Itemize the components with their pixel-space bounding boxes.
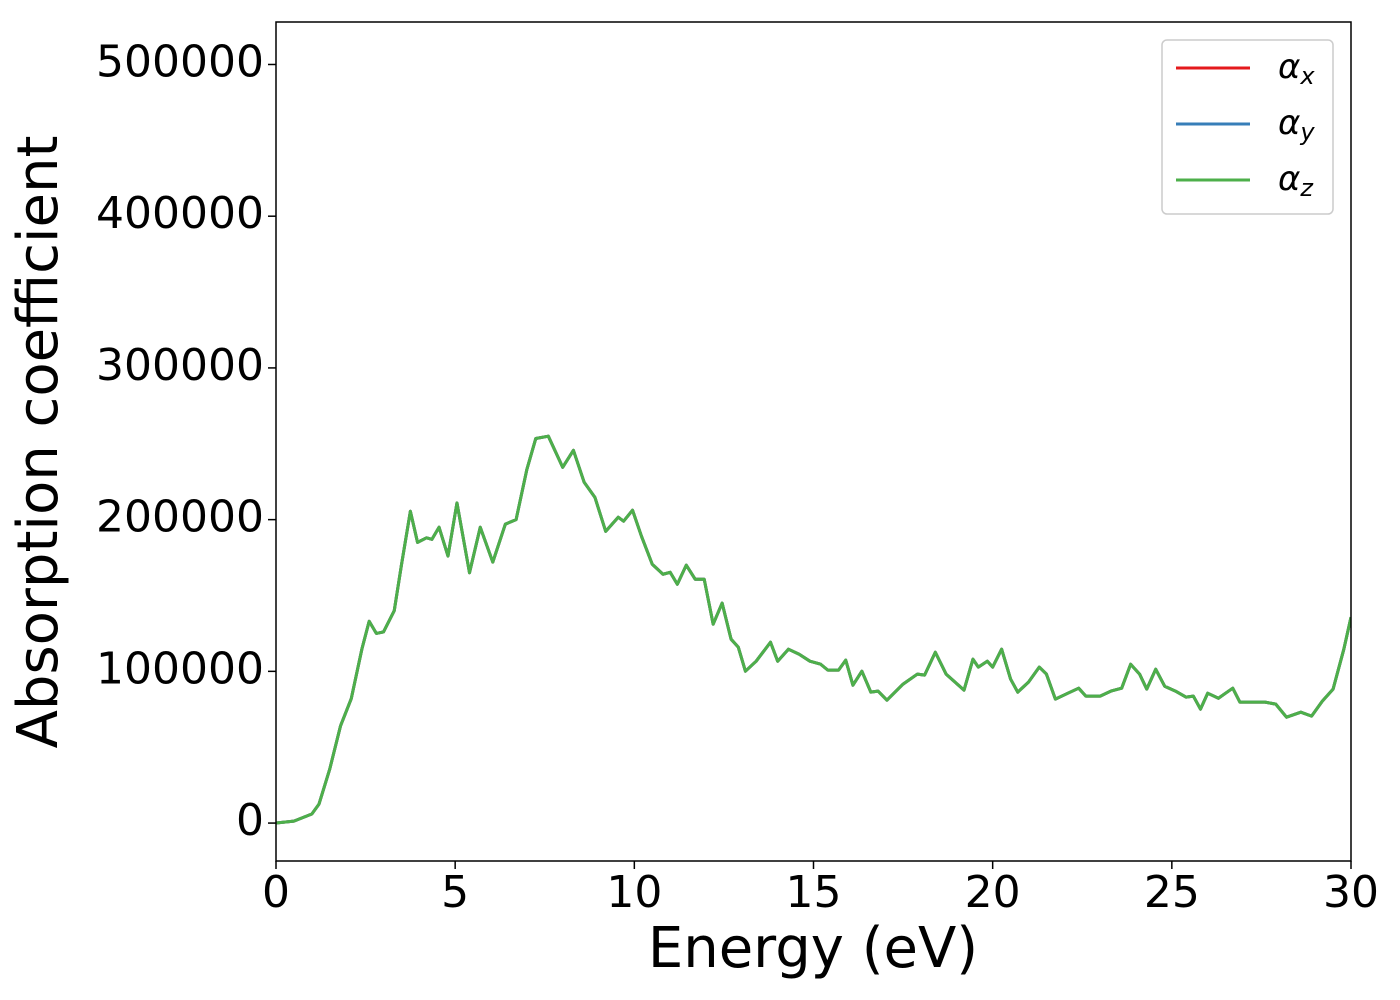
y-tick-label: 500000 xyxy=(96,36,264,87)
plot-frame xyxy=(275,21,1352,862)
y-tick-label: 400000 xyxy=(96,188,264,239)
x-tick-label: 30 xyxy=(1323,867,1379,918)
x-tick-label: 20 xyxy=(965,867,1021,918)
y-tick-label: 100000 xyxy=(96,643,264,694)
data-line xyxy=(276,434,1351,825)
legend-label: αx xyxy=(1278,47,1315,91)
x-tick-label: 5 xyxy=(441,867,469,918)
y-tick-label: 300000 xyxy=(96,340,264,391)
x-tick-label: 25 xyxy=(1144,867,1200,918)
y-tick-label: 200000 xyxy=(96,492,264,543)
legend-label: αz xyxy=(1278,159,1314,203)
legend-box xyxy=(1161,39,1334,215)
x-tick-label: 10 xyxy=(606,867,662,918)
y-tick-label: 0 xyxy=(236,795,264,846)
x-tick-label: 0 xyxy=(262,867,290,918)
x-axis-label: Energy (eV) xyxy=(648,916,978,981)
legend-label: αy xyxy=(1278,103,1315,147)
data-line xyxy=(276,434,1351,825)
data-line xyxy=(276,434,1351,825)
x-tick-label: 15 xyxy=(786,867,842,918)
y-axis-label: Absorption coefficient xyxy=(6,136,71,749)
